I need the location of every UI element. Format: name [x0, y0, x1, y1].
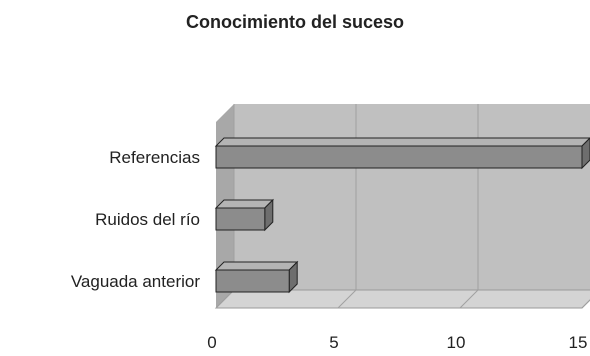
bars	[214, 137, 590, 294]
chart-title: Conocimiento del suceso	[185, 12, 405, 32]
gridlines	[215, 104, 590, 309]
floor-gridline-3	[581, 299, 590, 309]
bar-0	[214, 137, 590, 170]
x-tick-label-2: 10	[447, 333, 466, 352]
category-label-1: Ruidos del río	[95, 210, 200, 229]
bar-1	[214, 198, 275, 232]
category-labels: Referencias Ruidos del río Vaguada anterio…	[71, 148, 201, 291]
x-tick-label-3: 15	[569, 333, 588, 352]
category-label-0: Referencias	[109, 148, 200, 167]
x-tick-label-0: 0	[207, 333, 216, 352]
bar-front-1	[215, 207, 266, 231]
x-tick-label-1: 5	[329, 333, 338, 352]
floor-gridline-2	[459, 289, 479, 309]
plot-back-wall	[234, 104, 590, 290]
floor-gridline-1	[337, 289, 357, 309]
bar-front-0	[215, 145, 583, 169]
bar-top-1	[214, 199, 275, 209]
floor-gridline-0	[215, 289, 235, 309]
plot-floor	[214, 289, 590, 309]
bar-front-2	[215, 269, 290, 293]
bar-2	[214, 260, 299, 294]
x-tick-labels: 0 5 10 15	[207, 333, 587, 352]
bar-top-2	[214, 261, 299, 271]
bar-top-0	[214, 137, 590, 147]
category-label-2: Vaguada anterior	[71, 272, 201, 291]
